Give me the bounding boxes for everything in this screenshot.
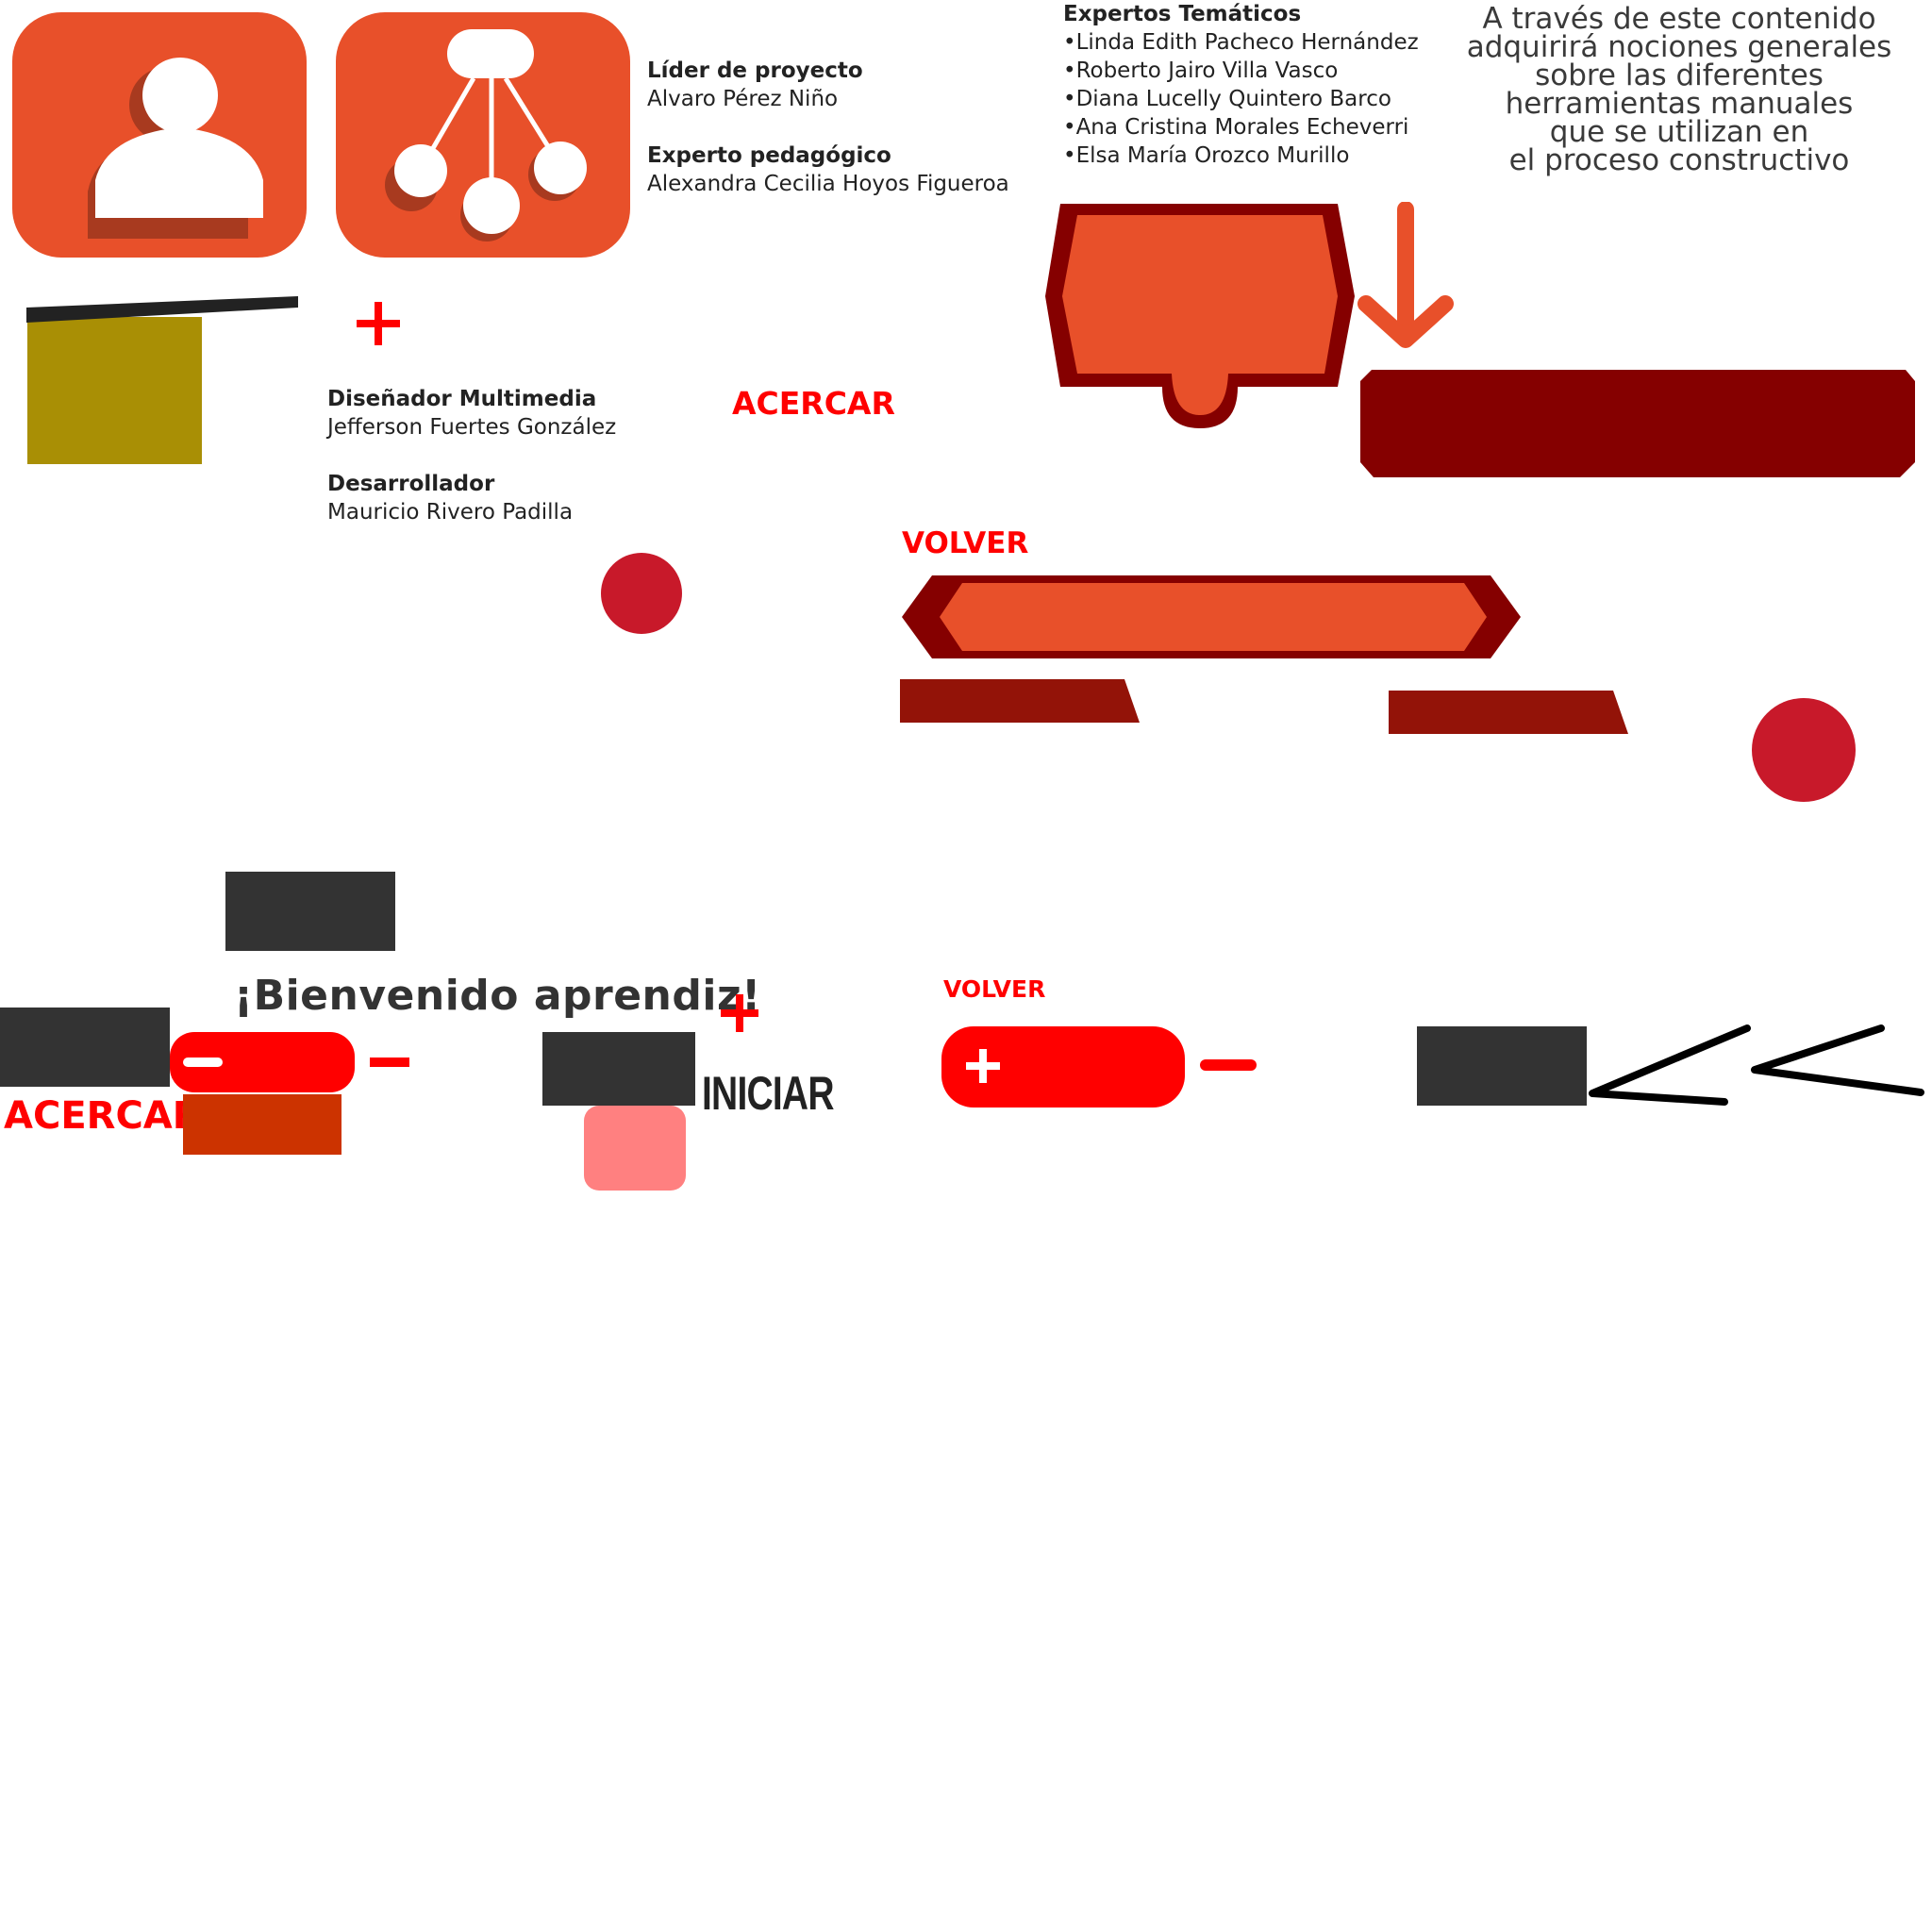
expert-item: •Linda Edith Pacheco Hernández [1063, 30, 1419, 55]
welcome-heading: ¡Bienvenido aprendiz! [234, 972, 761, 1020]
volver-label-bottom[interactable]: VOLVER [943, 975, 1046, 1003]
intro-text: A través de este contenido adquirirá noc… [1466, 2, 1892, 177]
disenador-name: Jefferson Fuertes González [327, 415, 617, 440]
lider-name: Alvaro Pérez Niño [647, 87, 839, 111]
tab-shape-left [900, 679, 1140, 723]
pedagogo-name: Alexandra Cecilia Hoyos Figueroa [647, 172, 1009, 196]
disenador-role: Diseñador Multimedia [327, 387, 597, 411]
chevron-left-icon[interactable] [1585, 1023, 1755, 1108]
desarrollador-name: Mauricio Rivero Padilla [327, 500, 574, 525]
acercar-label-bottom[interactable]: ACERCAR [4, 1094, 202, 1138]
network-tile [336, 12, 630, 258]
dark-block [542, 1032, 695, 1106]
tab-shape-right [1389, 691, 1628, 734]
expert-item: •Ana Cristina Morales Echeverri [1063, 115, 1409, 140]
acercar-label-top[interactable]: ACERCAR [732, 385, 895, 422]
minus-icon[interactable] [1198, 1057, 1258, 1074]
chevron-left-icon[interactable] [1745, 1023, 1926, 1108]
desarrollador-role: Desarrollador [327, 472, 495, 496]
dark-block [1417, 1026, 1587, 1106]
rust-block [183, 1094, 341, 1155]
minus-icon [183, 1058, 223, 1067]
iniciar-button[interactable]: INICIAR [702, 1067, 834, 1120]
arrow-down-icon [1357, 202, 1454, 348]
zoom-in-button[interactable] [941, 1026, 1185, 1108]
network-icon [336, 12, 630, 258]
credits-block-2: Diseñador Multimedia Jefferson Fuertes G… [327, 385, 616, 526]
expert-item: •Diana Lucelly Quintero Barco [1063, 87, 1391, 111]
credits-block-1: Líder de proyecto Alvaro Pérez Niño Expe… [647, 57, 1009, 198]
olive-panel [27, 317, 202, 464]
plus-icon [966, 1049, 1000, 1083]
pedagogo-role: Experto pedagógico [647, 143, 891, 168]
lider-role: Líder de proyecto [647, 58, 863, 83]
expert-item: •Roberto Jairo Villa Vasco [1063, 58, 1339, 83]
salmon-button[interactable] [584, 1106, 686, 1191]
hex-banner [902, 575, 1521, 658]
plus-icon[interactable] [355, 300, 402, 347]
zoom-out-button[interactable] [170, 1032, 355, 1092]
minus-icon[interactable] [368, 1055, 411, 1070]
user-icon [12, 12, 307, 258]
dark-red-banner [1360, 370, 1915, 477]
expertos-list: Expertos Temáticos •Linda Edith Pacheco … [1063, 0, 1419, 170]
dark-block [225, 872, 395, 951]
red-dot [601, 553, 682, 634]
plus-icon[interactable] [719, 992, 760, 1034]
expertos-title: Expertos Temáticos [1063, 2, 1302, 26]
expert-item: •Elsa María Orozco Murillo [1063, 143, 1350, 168]
red-dot-large [1752, 698, 1856, 802]
black-bar [26, 296, 298, 323]
dark-block [0, 1008, 170, 1087]
user-tile [12, 12, 307, 258]
badge-shape [1045, 204, 1355, 428]
volver-label-mid[interactable]: VOLVER [902, 526, 1029, 560]
